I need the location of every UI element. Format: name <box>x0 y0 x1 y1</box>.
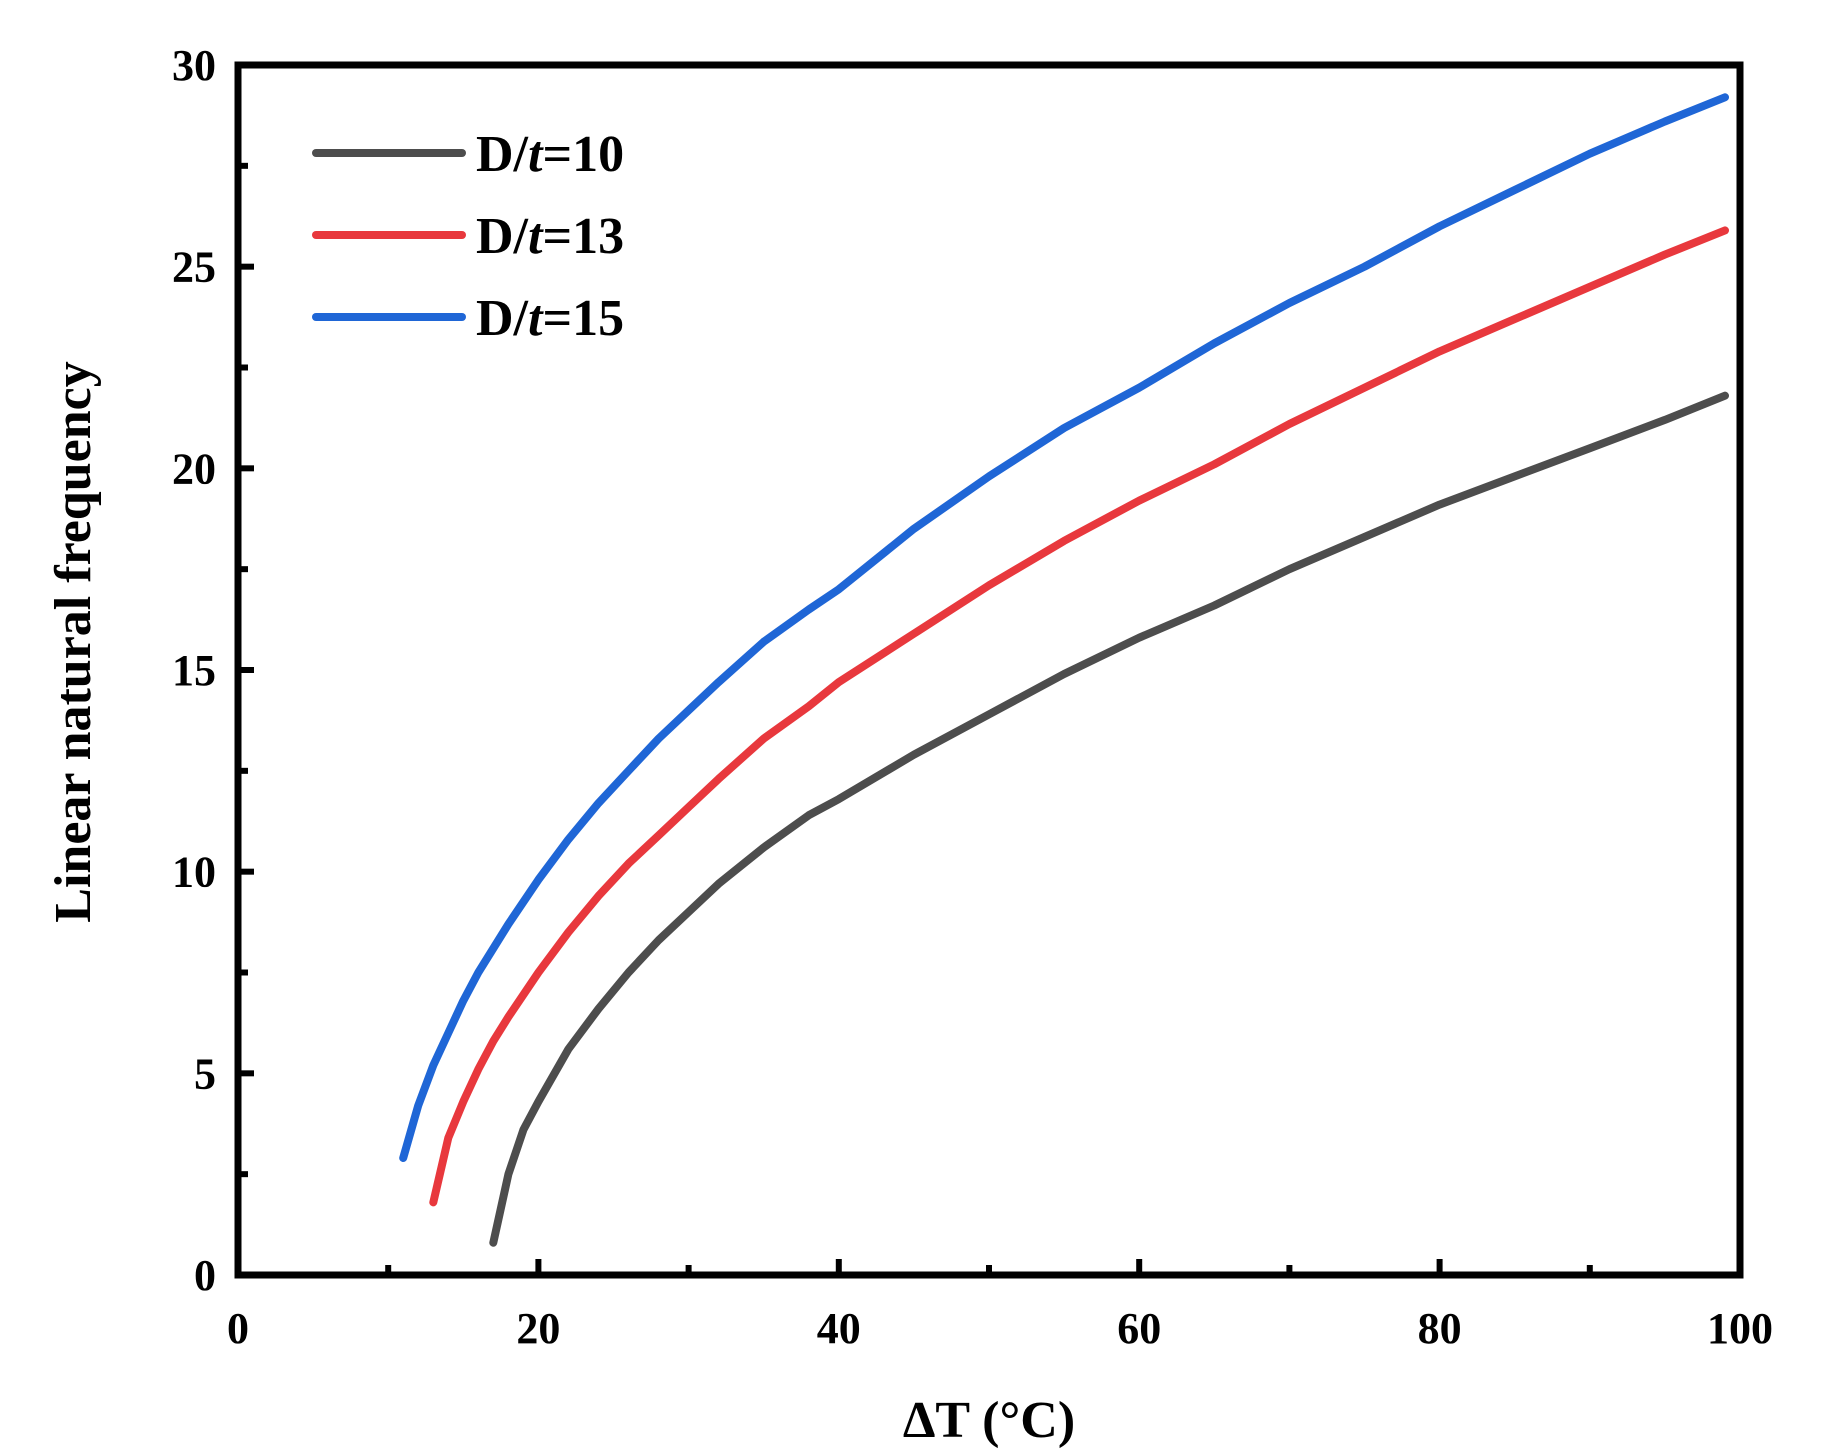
x-tick-label: 100 <box>1707 1304 1773 1353</box>
legend-label-2: D/t=13 <box>476 208 624 265</box>
y-tick-label: 5 <box>194 1049 216 1098</box>
series-line-1 <box>489 391 1729 1247</box>
x-tick-label: 60 <box>1117 1304 1161 1353</box>
x-tick-label: 0 <box>227 1304 249 1353</box>
y-tick-label: 15 <box>172 646 216 695</box>
legend: D/t=10 D/t=13 D/t=15 <box>312 126 624 347</box>
x-axis-title: ΔT (°C) <box>903 1392 1075 1449</box>
legend-label-1: D/t=10 <box>476 126 624 183</box>
y-tick-label: 10 <box>172 848 216 897</box>
x-tick-label: 20 <box>516 1304 560 1353</box>
series-line-3 <box>399 93 1729 1162</box>
y-tick-label: 0 <box>194 1251 216 1300</box>
y-axis-title: Linear natural frequency <box>45 361 102 922</box>
y-tick-label: 25 <box>172 243 216 292</box>
y-tick-label: 20 <box>172 444 216 493</box>
series-line-2 <box>429 226 1729 1207</box>
x-tick-label: 80 <box>1418 1304 1462 1353</box>
x-tick-label: 40 <box>817 1304 861 1353</box>
axes-layer: 0 20 40 60 80 100 0 5 10 15 20 25 30 <box>172 41 1773 1353</box>
legend-label-3: D/t=15 <box>476 290 624 347</box>
series-layer <box>399 93 1729 1247</box>
y-tick-label: 30 <box>172 41 216 90</box>
